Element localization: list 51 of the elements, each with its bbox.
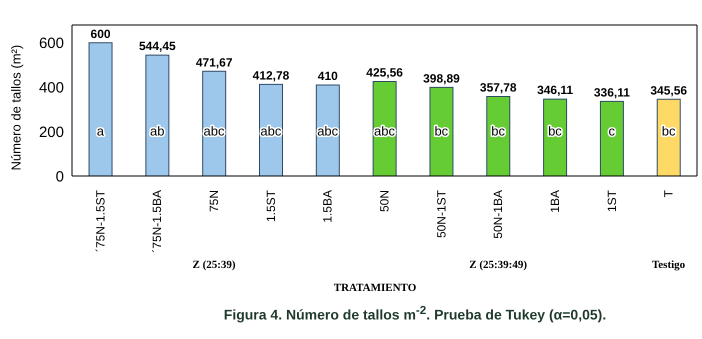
annotation: bc [491, 124, 506, 138]
data-label: 425,56 [366, 66, 404, 80]
y-axis-title: Número de tallos (m²) [8, 44, 24, 170]
bar [88, 42, 113, 176]
x-tick-label: 50N-1ST [434, 189, 448, 238]
y-tick-label: 600 [38, 35, 64, 52]
x-tick-label: 50N [378, 190, 392, 212]
bar [543, 98, 568, 176]
data-label: 398,89 [423, 71, 460, 86]
bar [145, 54, 170, 176]
text: Testigo [652, 259, 686, 271]
x-tick-label: ´75N-1.5ST [93, 189, 108, 252]
bar [429, 86, 454, 176]
annotation: abc [260, 124, 282, 138]
annotation: abc [374, 124, 396, 138]
text: Z (25:39) [192, 259, 236, 271]
bar [202, 70, 226, 176]
x-tick-label: 50N-1BA [491, 190, 506, 239]
data-label: 357,78 [480, 80, 517, 95]
annotation: c [608, 124, 616, 138]
data-label: 600 [90, 26, 111, 41]
bar [600, 100, 624, 176]
text: Z (25:39:49) [469, 259, 528, 271]
data-label: 471,67 [196, 55, 233, 70]
x-tick-label: 1.5BA [320, 190, 335, 223]
y-tick-label: 400 [38, 80, 64, 96]
x-axis-title: TRATAMIENTO [332, 282, 418, 294]
data-label: 336,11 [594, 85, 630, 100]
x-tick-label: 75N [207, 190, 222, 212]
annotation: ab [150, 124, 164, 138]
data-label: 412,78 [252, 68, 290, 82]
x-tick-label: 1.5ST [264, 189, 278, 222]
bar [656, 98, 681, 176]
text: Figura 4. Número de tallos m$^{-2}$. Prueba de Tukey (α=0,05). [222, 304, 608, 323]
data-label: 544,45 [139, 39, 176, 54]
bar [486, 96, 510, 176]
annotation: bc [434, 124, 449, 138]
annotation: a [96, 124, 105, 138]
annotation: bc [662, 124, 676, 138]
y-tick-label: 200 [38, 124, 64, 141]
annotation: abc [317, 124, 339, 138]
x-tick-label: ´75N-1.5BA [150, 190, 164, 253]
data-label: 346,11 [537, 83, 574, 98]
data-label: 410 [318, 68, 338, 83]
x-tick-label: 1BA [548, 190, 562, 213]
y-tick-label: 0 [56, 168, 64, 186]
data-label: 345,56 [650, 83, 688, 98]
x-tick-label: 1ST [604, 189, 619, 212]
annotation: bc [548, 124, 562, 138]
x-tick-label: T [662, 189, 676, 198]
annotation: abc [204, 124, 226, 138]
